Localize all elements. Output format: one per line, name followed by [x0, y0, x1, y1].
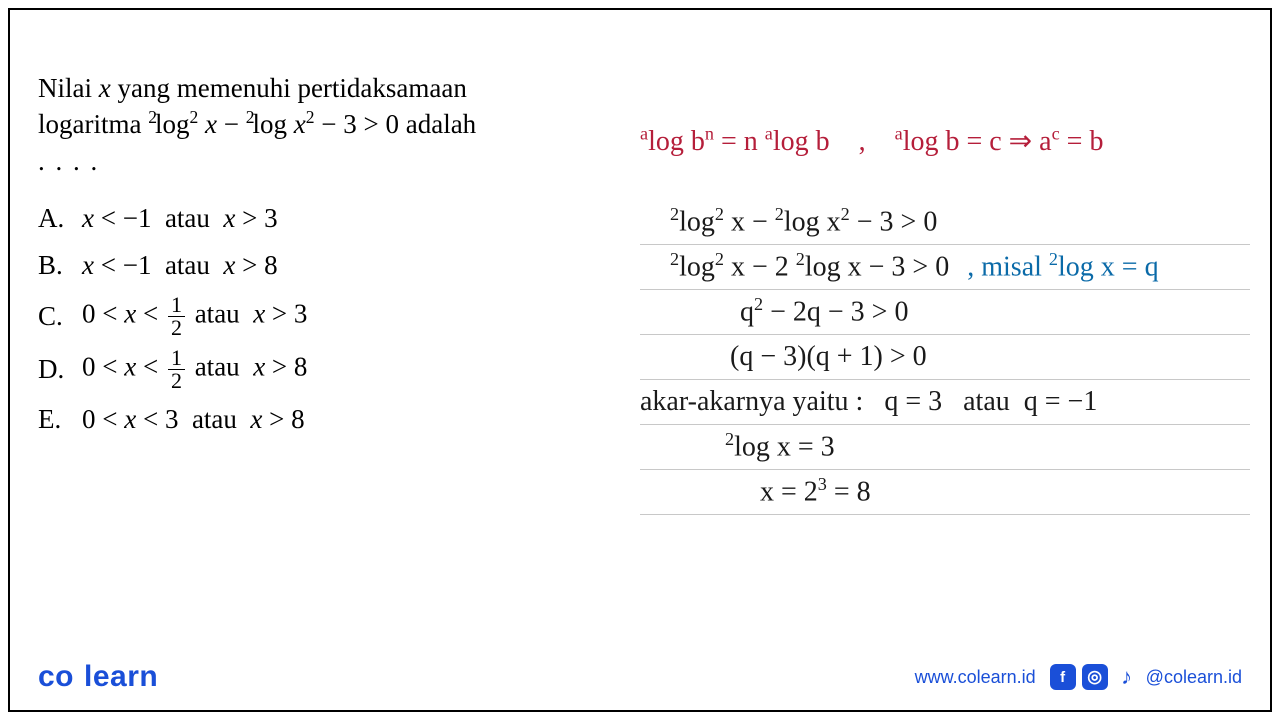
work-step-6: 2log x = 3 — [640, 425, 1250, 470]
option-e: E.0 < x < 3 atau x > 8 — [38, 400, 568, 439]
option-d: D.0 < x < 12 atau x > 8 — [38, 347, 568, 392]
work-step-text: q2 − 2q − 3 > 0 — [640, 290, 908, 334]
option-a: A.x < −1 atau x > 3 — [38, 199, 568, 238]
question-line-2: logaritma 2log2 x − 2log x2 − 3 > 0 adal… — [38, 106, 568, 142]
work-step-4: (q − 3)(q + 1) > 0 — [640, 335, 1250, 380]
logo-part-2: learn — [84, 660, 158, 693]
work-step-text: x = 23 = 8 — [640, 470, 871, 514]
work-step-1: 2log2 x − 2log x2 − 3 > 0 — [640, 200, 1250, 245]
question-text: Nilai x yang memenuhi pertidaksamaan log… — [38, 70, 568, 179]
work-step-text: (q − 3)(q + 1) > 0 — [640, 335, 927, 378]
option-a-text: x < −1 atau x > 3 — [82, 199, 278, 238]
worked-steps: 2log2 x − 2log x2 − 3 > 02log2 x − 2 2lo… — [640, 200, 1250, 515]
question-dots: . . . . — [38, 143, 568, 179]
option-c-text: 0 < x < 12 atau x > 3 — [82, 294, 307, 339]
tiktok-icon: ♪ — [1114, 664, 1140, 690]
instagram-icon: ◎ — [1082, 664, 1108, 690]
formula-right: alog b = c ⇒ ac = b — [895, 126, 1104, 157]
work-step-5: akar-akarnya yaitu : q = 3 atau q = −1 — [640, 380, 1250, 425]
work-step-text: 2log2 x − 2log x2 − 3 > 0 — [640, 200, 937, 244]
footer-url: www.colearn.id — [915, 667, 1036, 688]
work-step-3: q2 − 2q − 3 > 0 — [640, 290, 1250, 335]
social-icons: f ◎ ♪ @colearn.id — [1050, 664, 1242, 690]
option-b: B.x < −1 atau x > 8 — [38, 246, 568, 285]
option-d-text: 0 < x < 12 atau x > 8 — [82, 347, 307, 392]
facebook-icon: f — [1050, 664, 1076, 690]
option-b-text: x < −1 atau x > 8 — [82, 246, 278, 285]
social-handle: @colearn.id — [1146, 667, 1242, 688]
formula-line: alog bn = n alog b , alog b = c ⇒ ac = b — [640, 120, 1250, 164]
work-step-2: 2log2 x − 2 2log x − 3 > 0 , misal 2log x… — [640, 245, 1250, 290]
footer: colearn www.colearn.id f ◎ ♪ @colearn.id — [38, 660, 1242, 694]
handwritten-solution: alog bn = n alog b , alog b = c ⇒ ac = b… — [640, 120, 1250, 515]
question-block: Nilai x yang memenuhi pertidaksamaan log… — [38, 70, 568, 447]
work-step-note: , misal 2log x = q — [967, 245, 1158, 289]
question-line-1: Nilai x yang memenuhi pertidaksamaan — [38, 70, 568, 106]
logo-part-1: co — [38, 660, 74, 693]
option-c: C.0 < x < 12 atau x > 3 — [38, 294, 568, 339]
work-step-text: 2log x = 3 — [640, 425, 835, 469]
work-step-text: akar-akarnya yaitu : q = 3 atau q = −1 — [640, 380, 1097, 423]
work-step-text: 2log2 x − 2 2log x − 3 > 0 — [640, 245, 949, 289]
options-list: A.x < −1 atau x > 3 B.x < −1 atau x > 8 … — [38, 199, 568, 438]
work-step-7: x = 23 = 8 — [640, 470, 1250, 515]
brand-logo: colearn — [38, 660, 158, 694]
formula-left: alog bn = n alog b — [640, 126, 830, 157]
option-e-text: 0 < x < 3 atau x > 8 — [82, 400, 305, 439]
formula-separator: , — [859, 126, 866, 157]
footer-right: www.colearn.id f ◎ ♪ @colearn.id — [915, 664, 1242, 690]
